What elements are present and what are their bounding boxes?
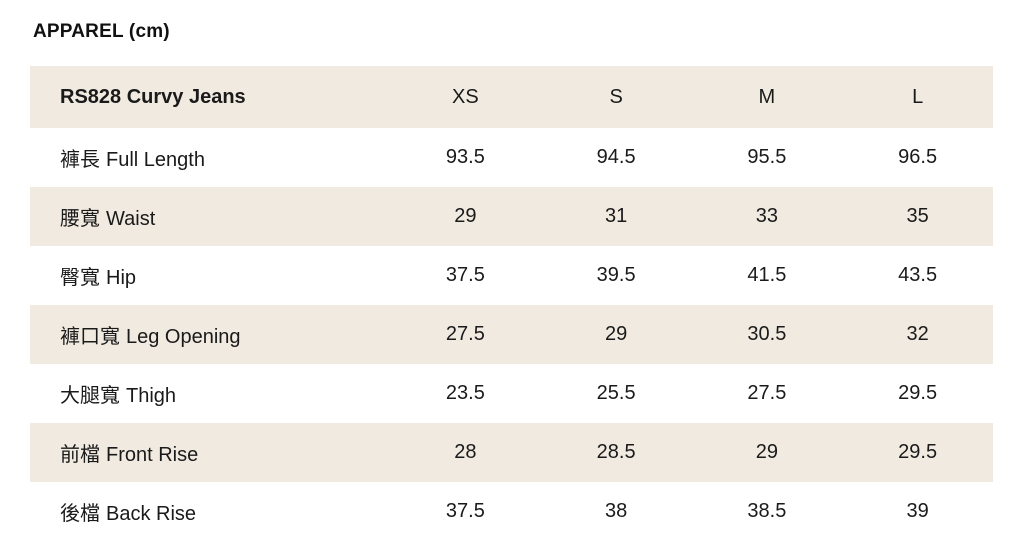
row-label-zh: 褲長 <box>60 149 100 171</box>
row-label: 臀寬 Hip <box>30 261 390 290</box>
row-label: 前檔 Front Rise <box>30 438 390 467</box>
row-label: 大腿寬 Thigh <box>30 379 390 408</box>
cell-value: 94.5 <box>596 146 636 168</box>
cell-value: 29.5 <box>898 441 938 463</box>
cell-value: 93.5 <box>445 146 485 168</box>
row-label: 腰寬 Waist <box>30 202 390 231</box>
cell-value: 27.5 <box>747 382 787 404</box>
row-label-zh: 前檔 <box>60 444 100 466</box>
table-row-back-rise: 後檔 Back Rise 37.5 38 38.5 39 <box>30 482 993 541</box>
cell-value: 29 <box>755 441 778 463</box>
page-title: APPAREL (cm) <box>33 21 170 42</box>
cell-value: 37.5 <box>445 264 485 286</box>
cell-value: 39.5 <box>596 264 636 286</box>
table-row-thigh: 大腿寬 Thigh 23.5 25.5 27.5 29.5 <box>30 364 993 423</box>
table-row-front-rise: 前檔 Front Rise 28 28.5 29 29.5 <box>30 423 993 482</box>
size-column-header-m: M <box>758 85 776 108</box>
cell-value: 28 <box>454 441 477 463</box>
size-chart-table: RS828 Curvy Jeans XS S M L 褲長 Full Length… <box>30 66 993 541</box>
row-label-zh: 後檔 <box>60 503 100 525</box>
cell-value: 29.5 <box>898 382 938 404</box>
cell-value: 30.5 <box>747 323 787 345</box>
table-row-leg-opening: 褲口寬 Leg Opening 27.5 29 30.5 32 <box>30 305 993 364</box>
cell-value: 29 <box>454 205 477 227</box>
row-label: 後檔 Back Rise <box>30 497 390 526</box>
row-label-zh: 腰寬 <box>60 208 100 230</box>
product-name: RS828 Curvy Jeans <box>60 85 246 108</box>
cell-value: 43.5 <box>898 264 938 286</box>
size-column-header-s: S <box>609 85 623 108</box>
row-label-en: Full Length <box>106 149 205 171</box>
cell-value: 23.5 <box>445 382 485 404</box>
table-row-hip: 臀寬 Hip 37.5 39.5 41.5 43.5 <box>30 246 993 305</box>
table-row-full-length: 褲長 Full Length 93.5 94.5 95.5 96.5 <box>30 128 993 187</box>
cell-value: 96.5 <box>898 146 938 168</box>
cell-value: 95.5 <box>747 146 787 168</box>
size-column-header-l: L <box>912 85 924 108</box>
row-label-zh: 臀寬 <box>60 267 100 289</box>
row-label-en: Back Rise <box>106 503 197 525</box>
cell-value: 35 <box>906 205 929 227</box>
cell-value: 31 <box>605 205 628 227</box>
row-label-zh: 大腿寬 <box>60 385 120 407</box>
cell-value: 29 <box>605 323 628 345</box>
cell-value: 39 <box>906 500 929 522</box>
row-label-en: Waist <box>106 208 156 230</box>
cell-value: 41.5 <box>747 264 787 286</box>
cell-value: 38 <box>605 500 628 522</box>
size-column-header-xs: XS <box>452 85 479 108</box>
row-label: 褲長 Full Length <box>30 143 390 172</box>
table-header-row: RS828 Curvy Jeans XS S M L <box>30 66 993 128</box>
row-label-en: Leg Opening <box>126 326 241 348</box>
row-label: 褲口寬 Leg Opening <box>30 320 390 349</box>
cell-value: 25.5 <box>596 382 636 404</box>
table-row-waist: 腰寬 Waist 29 31 33 35 <box>30 187 993 246</box>
cell-value: 32 <box>906 323 929 345</box>
row-label-zh: 褲口寬 <box>60 326 120 348</box>
row-label-en: Thigh <box>126 385 177 407</box>
row-label-en: Front Rise <box>106 444 199 466</box>
cell-value: 27.5 <box>445 323 485 345</box>
cell-value: 38.5 <box>747 500 787 522</box>
row-label-en: Hip <box>106 267 137 289</box>
cell-value: 37.5 <box>445 500 485 522</box>
cell-value: 33 <box>755 205 778 227</box>
cell-value: 28.5 <box>596 441 636 463</box>
